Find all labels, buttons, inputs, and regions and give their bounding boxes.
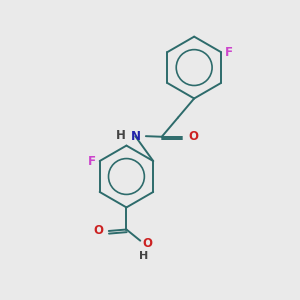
- Text: O: O: [188, 130, 198, 143]
- Text: H: H: [116, 129, 125, 142]
- Text: H: H: [140, 251, 149, 261]
- Text: O: O: [94, 224, 104, 238]
- Text: N: N: [130, 130, 141, 143]
- Text: F: F: [225, 46, 233, 59]
- Text: F: F: [88, 154, 96, 167]
- Text: O: O: [142, 237, 153, 250]
